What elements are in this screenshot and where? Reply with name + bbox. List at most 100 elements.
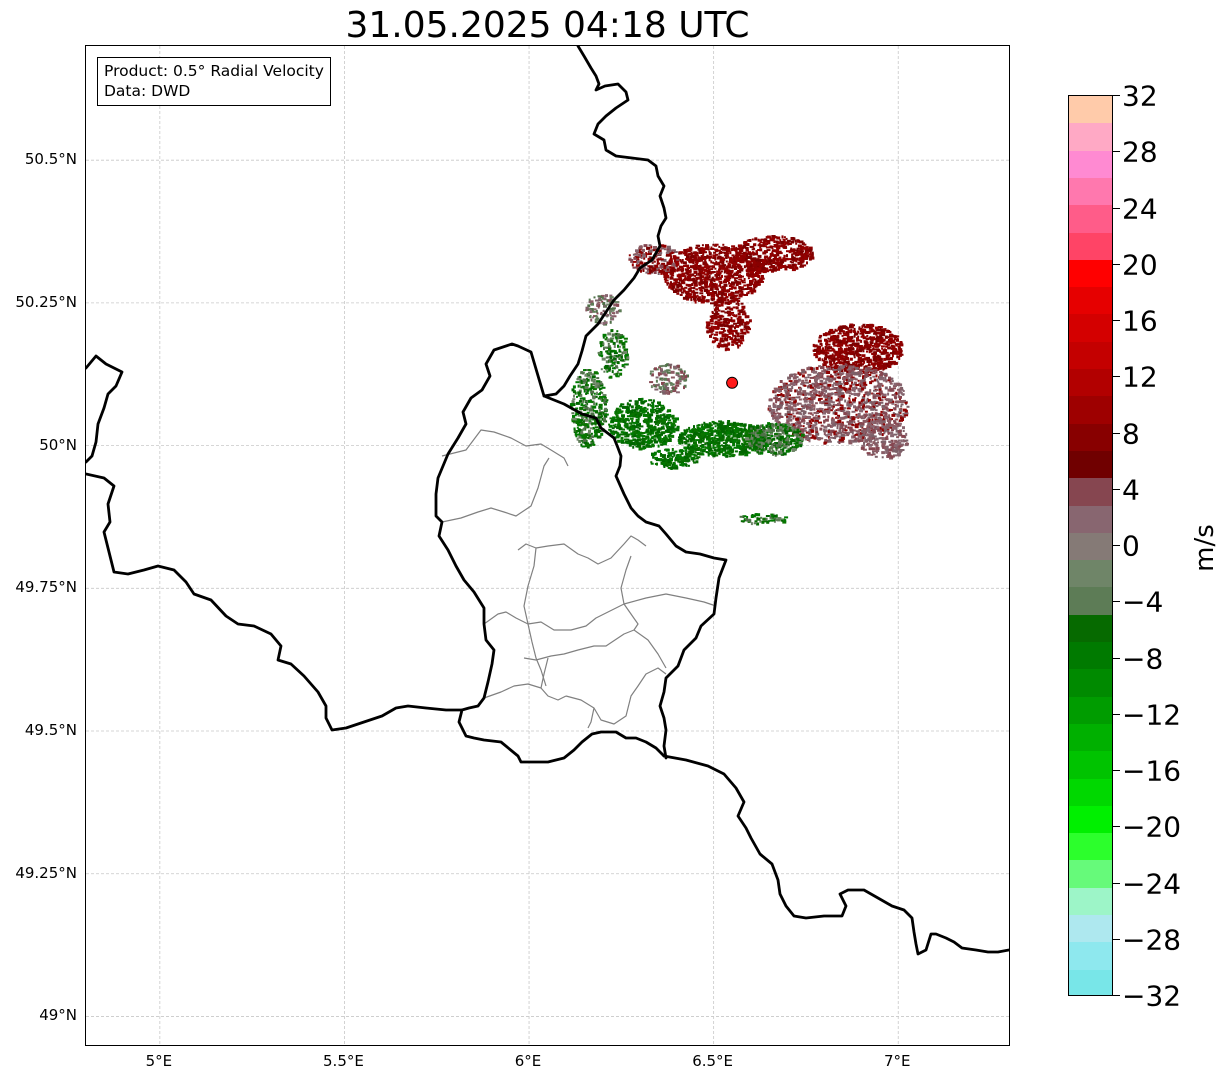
- echo-cell: [821, 408, 824, 410]
- echo-cell: [678, 441, 681, 445]
- echo-cell: [704, 284, 708, 287]
- echo-cell: [697, 424, 701, 427]
- echo-cell: [745, 448, 747, 451]
- echo-cell: [732, 421, 736, 425]
- echo-cell: [696, 452, 701, 456]
- echo-cell: [886, 330, 889, 333]
- echo-cell: [776, 447, 779, 450]
- echo-cell: [729, 251, 732, 255]
- echo-cell: [742, 453, 745, 456]
- echo-cell: [797, 252, 801, 256]
- echo-cell: [751, 434, 754, 438]
- echo-cell: [838, 326, 841, 329]
- echo-cell: [786, 254, 788, 258]
- echo-cell: [893, 420, 896, 422]
- echo-cell: [802, 429, 807, 432]
- echo-cell: [888, 414, 891, 418]
- echo-cell: [728, 332, 733, 335]
- echo-cell: [853, 392, 858, 396]
- echo-cell: [702, 448, 706, 451]
- echo-cell: [832, 423, 836, 427]
- echo-cell: [792, 412, 795, 415]
- echo-cell: [700, 247, 704, 251]
- echo-cell: [864, 392, 869, 396]
- echo-cell: [868, 367, 872, 370]
- echo-cell: [750, 436, 754, 440]
- echo-cell: [765, 236, 768, 239]
- echo-cell: [775, 236, 778, 239]
- echo-cell: [687, 249, 691, 253]
- echo-cell: [744, 247, 749, 249]
- echo-cell: [860, 400, 863, 403]
- echo-cell: [870, 407, 875, 411]
- echo-cell: [745, 261, 748, 264]
- echo-cell: [866, 397, 869, 400]
- echo-cell: [868, 435, 871, 439]
- echo-cell: [816, 437, 821, 439]
- echo-cell: [728, 312, 731, 316]
- echo-cell: [804, 434, 809, 438]
- echo-cell: [692, 295, 696, 298]
- echo-cell: [739, 310, 744, 314]
- echo-cell: [862, 375, 865, 379]
- echo-cell: [843, 340, 846, 344]
- echo-cell: [853, 356, 856, 359]
- echo-cell: [711, 429, 714, 432]
- echo-cell: [818, 336, 822, 339]
- echo-cell: [881, 443, 886, 447]
- echo-cell: [793, 373, 797, 376]
- echo-cell: [896, 424, 899, 428]
- echo-cell: [816, 383, 820, 386]
- echo-cell: [731, 425, 736, 428]
- echo-cell: [863, 360, 866, 364]
- echo-cell: [685, 272, 689, 275]
- echo-cell: [741, 313, 745, 316]
- echo-cell: [905, 439, 909, 442]
- echo-cell: [829, 409, 833, 412]
- echo-cell: [720, 303, 724, 307]
- echo-cell: [875, 448, 879, 452]
- echo-cell: [841, 372, 845, 375]
- echo-cell: [718, 321, 723, 324]
- echo-cell: [851, 402, 854, 406]
- echo-cell: [889, 409, 893, 411]
- echo-cell: [744, 433, 747, 436]
- echo-cell: [739, 274, 741, 277]
- echo-cell: [735, 332, 740, 335]
- echo-cell: [782, 425, 787, 428]
- echo-cell: [719, 286, 723, 289]
- echo-cell: [735, 283, 739, 286]
- echo-cell: [829, 346, 833, 350]
- echo-cell: [834, 362, 837, 365]
- echo-cell: [731, 261, 735, 263]
- echo-cell: [901, 418, 904, 421]
- radar-map[interactable]: [85, 45, 1010, 1046]
- echo-cell: [720, 290, 722, 293]
- echo-cell: [759, 248, 763, 252]
- echo-cell: [683, 446, 688, 450]
- echo-cell: [712, 337, 716, 340]
- echo-cell: [857, 433, 860, 436]
- echo-cell: [866, 325, 868, 329]
- echo-cell: [846, 377, 849, 379]
- echo-cell: [690, 299, 693, 302]
- echo-cell: [709, 334, 712, 338]
- echo-cell: [754, 441, 758, 444]
- echo-cell: [875, 351, 877, 355]
- echo-cell: [838, 348, 841, 351]
- echo-cell: [854, 378, 858, 381]
- echo-cell: [771, 443, 776, 446]
- echo-cell: [795, 436, 798, 439]
- echo-cell: [798, 441, 803, 445]
- echo-cell: [747, 261, 752, 264]
- echo-cell: [694, 275, 697, 277]
- echo-cell: [743, 441, 747, 445]
- echo-cell: [804, 403, 807, 406]
- echo-cell: [771, 269, 774, 273]
- echo-cell: [878, 387, 882, 391]
- echo-cell: [704, 273, 709, 276]
- map-canvas: [86, 46, 1009, 1045]
- echo-cell: [839, 404, 842, 407]
- echo-cell: [837, 349, 840, 353]
- echo-cell: [707, 431, 710, 434]
